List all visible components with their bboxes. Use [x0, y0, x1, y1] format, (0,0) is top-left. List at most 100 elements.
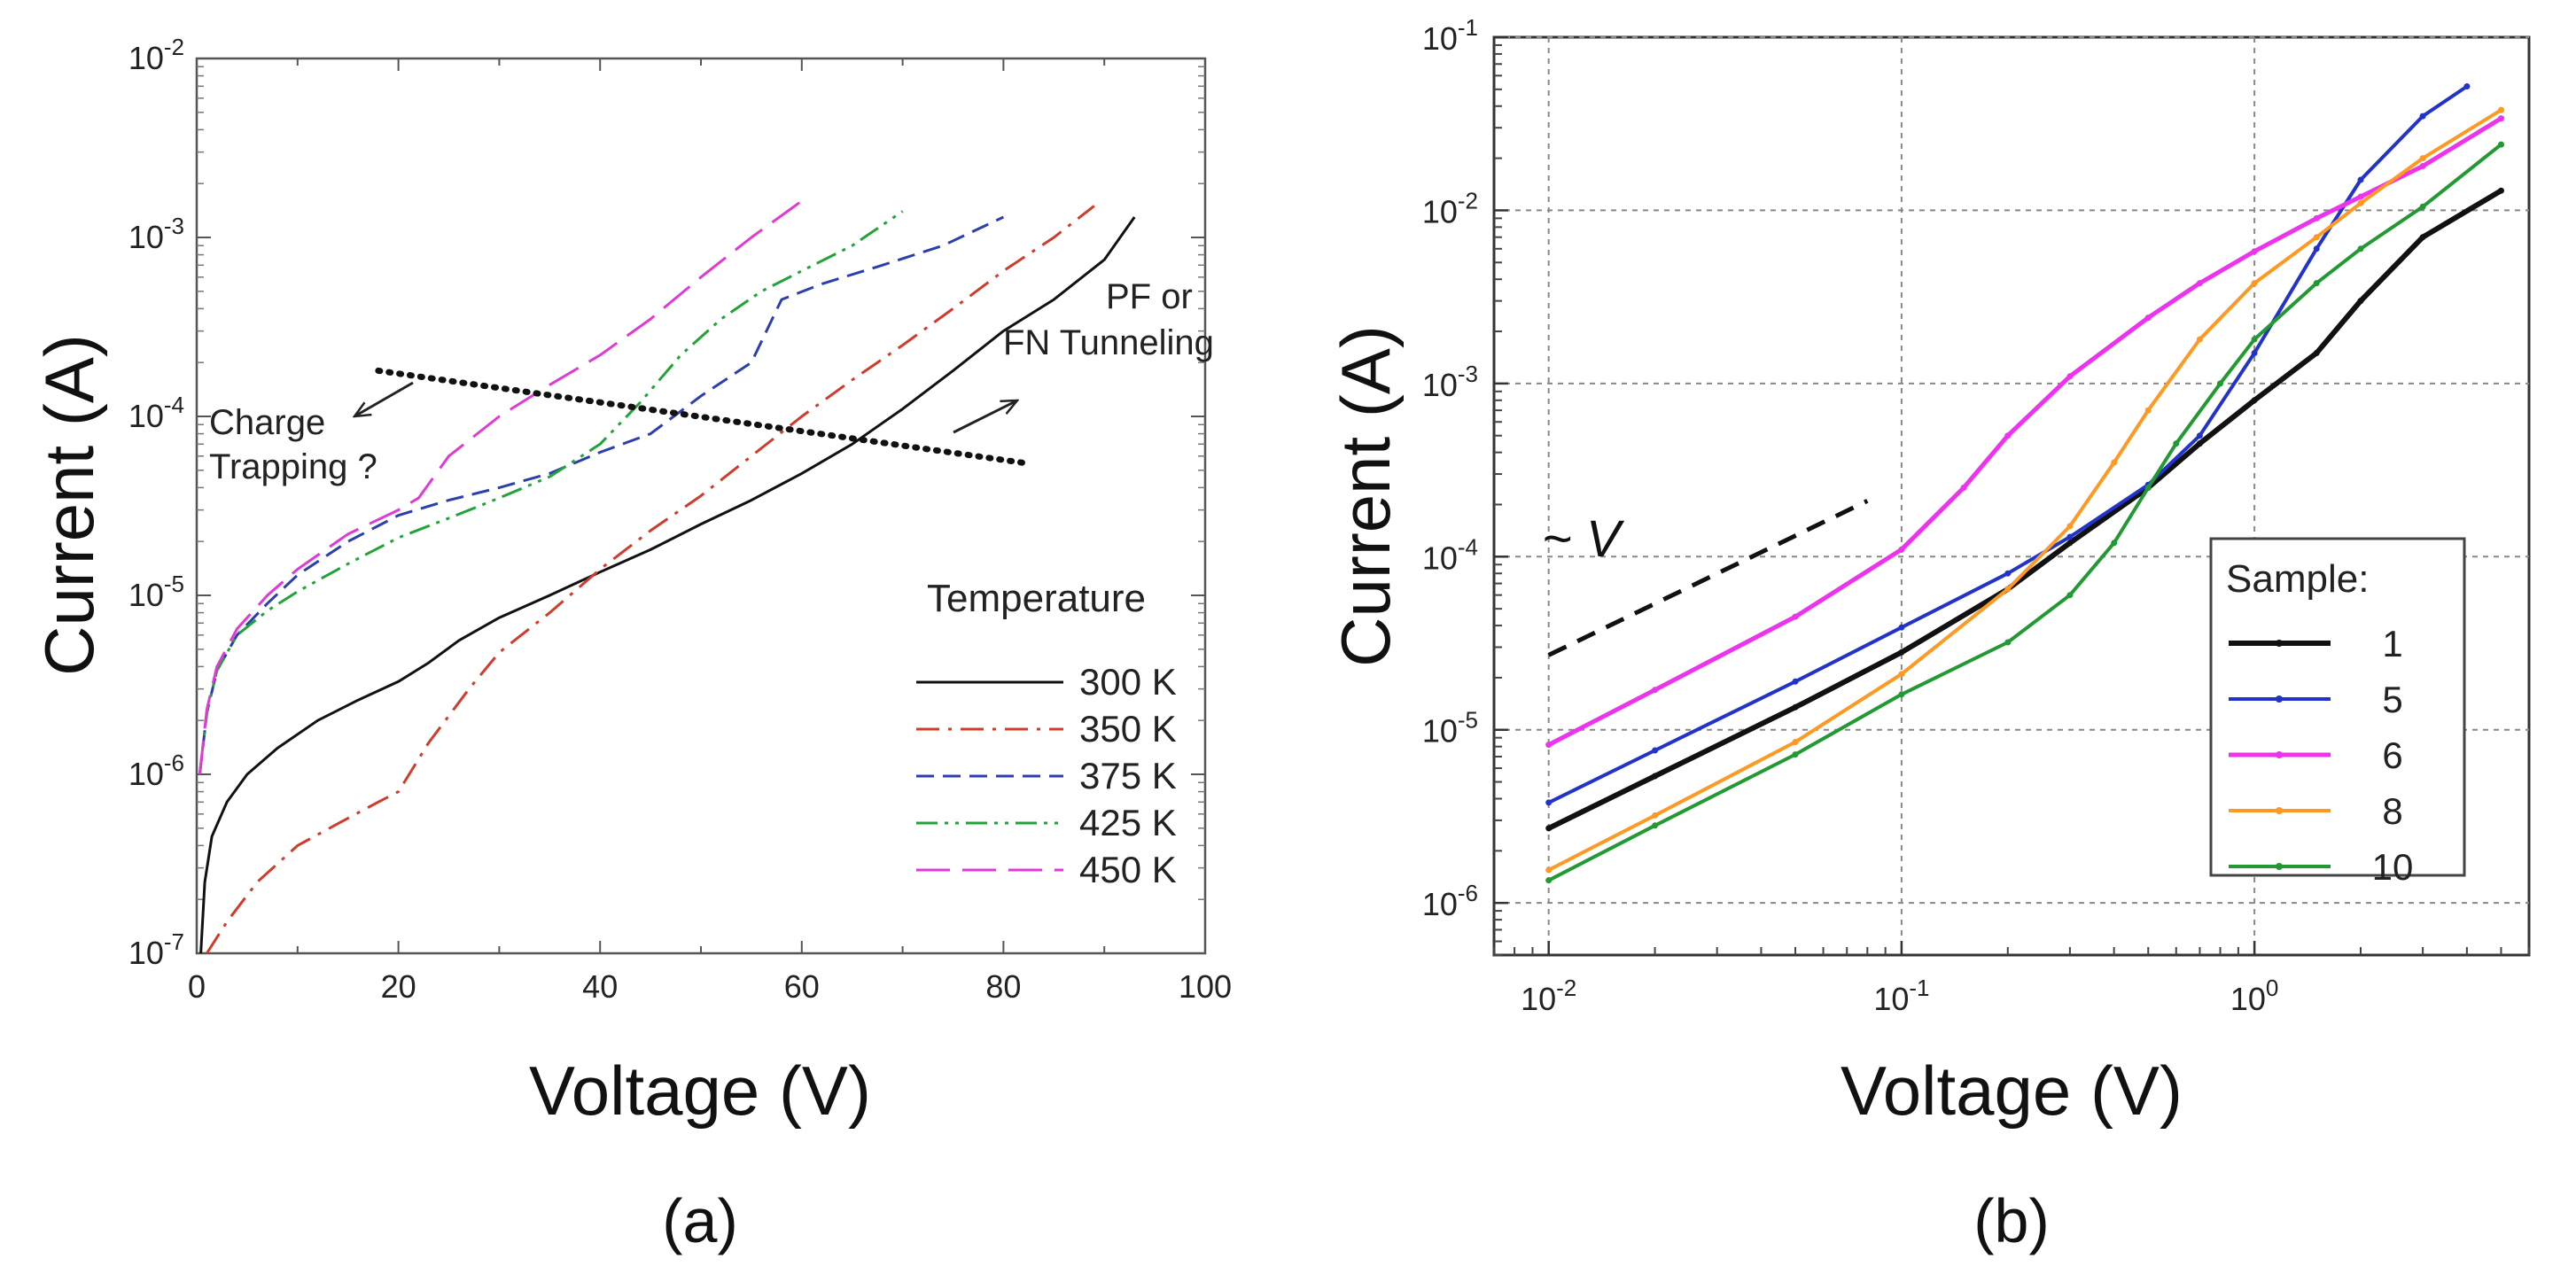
panel-a-series-group: [198, 199, 1136, 954]
panel-b-series-group: [1545, 83, 2504, 884]
tunneling-label-line2: FN Tunneling: [1003, 323, 1214, 362]
panel-b-point-sample-1: [2498, 187, 2504, 194]
panel-a-y-tick-label: 10-6: [128, 750, 184, 792]
panel-b-point-sample-6: [1792, 613, 1799, 620]
panel-b-legend-marker: [2276, 863, 2283, 870]
panel-b-point-sample-5: [2066, 533, 2074, 540]
panel-b-point-sample-10: [1792, 751, 1799, 758]
panel-b-x-tick-label: 10-2: [1521, 975, 1576, 1017]
panel-a-x-tick-label: 100: [1179, 968, 1232, 1005]
panel-a-legend-label: 425 K: [1079, 802, 1177, 843]
panel-b-point-sample-8: [2144, 407, 2152, 414]
panel-b-point-sample-8: [2066, 523, 2074, 530]
panel-b-point-sample-8: [1652, 812, 1659, 819]
panel-b-slope-label: ~ V: [1542, 510, 1625, 568]
panel-b-y-tick-label: 10-1: [1422, 14, 1478, 57]
panel-b-y-tick-label: 10-3: [1422, 361, 1478, 403]
panel-b-point-sample-1: [2066, 540, 2074, 547]
panel-b-point-sample-6: [2004, 432, 2012, 439]
panel-b-plot-frame: [1492, 35, 2531, 957]
panel-b-point-sample-10: [2251, 336, 2258, 343]
panel-a-y-axis-label: Current (A): [30, 334, 108, 676]
panel-b-gridlines: [1494, 36, 2529, 955]
panel-b-legend-marker: [2276, 695, 2283, 703]
panel-b-point-sample-8: [2498, 106, 2504, 113]
panel-b-legend-marker: [2276, 807, 2283, 814]
panel-b-point-sample-6: [1545, 742, 1553, 749]
panel-b-point-sample-5: [2251, 350, 2258, 356]
panel-b-point-sample-1: [1652, 773, 1659, 780]
panel-b-point-sample-6: [2357, 193, 2364, 200]
panel-b-point-sample-1: [2313, 350, 2320, 356]
panel-a-legend: Temperature 300 K 350 K 375 K 425 K 450 K: [916, 577, 1177, 890]
panel-a-legend-title: Temperature: [927, 577, 1146, 620]
panel-a-y-tick-labels: 10-7 10-6 10-5 10-4 10-3 10-2: [128, 34, 184, 971]
panel-b-y-tick-label: 10-2: [1422, 187, 1478, 229]
panel-b-point-sample-5: [2004, 570, 2012, 577]
panel-b-point-sample-10: [2498, 141, 2504, 148]
panel-a-tick-marks: [196, 58, 1206, 954]
panel-b-point-sample-10: [2111, 540, 2118, 547]
panel-a-x-tick-label: 0: [188, 968, 206, 1005]
panel-a-series-375k: [198, 215, 1005, 775]
panel-a-series-450k: [198, 199, 803, 775]
panel-b-x-tick-label: 100: [2230, 975, 2279, 1017]
panel-b-point-sample-1: [1898, 649, 1905, 656]
panel-a-x-tick-label: 80: [985, 968, 1021, 1005]
panel-b-point-sample-10: [1545, 877, 1553, 884]
panel-b-x-tick-labels: 10-2 10-1 100: [1521, 975, 2278, 1017]
panel-b-point-sample-8: [2111, 459, 2118, 466]
panel-b-point-sample-5: [2357, 176, 2364, 183]
panel-b-point-sample-8: [2357, 199, 2364, 206]
panel-a-x-tick-label: 60: [784, 968, 820, 1005]
panel-b-point-sample-6: [2196, 280, 2203, 287]
panel-a-y-tick-label: 10-2: [128, 34, 184, 76]
panel-b-point-sample-5: [1652, 747, 1659, 754]
panel-b-point-sample-6: [2419, 163, 2426, 169]
panel-b-y-tick-label: 10-4: [1422, 533, 1478, 576]
panel-b-point-sample-8: [2196, 336, 2203, 343]
panel-b-point-sample-6: [1898, 546, 1905, 553]
panel-a-legend-label: 300 K: [1079, 661, 1177, 703]
panel-b-point-sample-10: [1898, 691, 1905, 698]
panel-b-x-axis-label: Voltage (V): [1841, 1052, 2183, 1130]
panel-b-point-sample-8: [1898, 671, 1905, 678]
panel-b-legend-marker: [2276, 640, 2283, 647]
panel-a-caption: (a): [662, 1186, 738, 1255]
panel-b-legend-label: 1: [2382, 623, 2402, 664]
panel-b-slope-reference-line: [1547, 499, 1869, 657]
panel-b-point-sample-1: [2357, 298, 2364, 305]
panel-a-x-tick-labels: 0 20 40 60 80 100: [188, 968, 1232, 1005]
panel-b-legend-label: 5: [2382, 679, 2402, 720]
panel-b-series-sample-6: [1547, 116, 2502, 747]
charge-trapping-label-line1: Charge: [209, 403, 325, 442]
panel-b-y-axis-label: Current (A): [1327, 325, 1405, 667]
panel-b-point-sample-1: [1792, 703, 1799, 711]
panel-a-series-425k: [198, 210, 904, 775]
panel-a-y-tick-label: 10-3: [128, 213, 184, 255]
panel-b-point-sample-6: [1652, 687, 1659, 694]
panel-b-point-sample-8: [2419, 155, 2426, 162]
panel-a-legend-label: 450 K: [1079, 849, 1177, 890]
panel-b-point-sample-10: [2144, 485, 2152, 491]
panel-b-chart: 10-2 10-1 100 10-6 10-5 10-4 10-3 10-2 10-1 ~ V…: [1327, 14, 2531, 1255]
panel-b-legend-box: [2209, 537, 2466, 877]
panel-b-point-sample-5: [2313, 245, 2320, 252]
panel-b-point-sample-5: [1792, 678, 1799, 685]
panel-a-trend-dotted-line: [375, 367, 1027, 466]
panel-b-point-sample-6: [1960, 485, 1967, 491]
panel-a-legend-label: 375 K: [1079, 755, 1177, 796]
charge-trapping-label-line2: Trapping ?: [209, 447, 377, 486]
panel-b-point-sample-5: [2196, 432, 2203, 439]
panel-b-point-sample-5: [1545, 799, 1553, 806]
panel-b-tick-marks: [1493, 35, 2530, 956]
panel-a-chart: 0 20 40 60 80 100 10-7 10-6 10-5 10-4 10-3 10-2 Ch…: [30, 34, 1232, 1255]
panel-b-point-sample-1: [2196, 440, 2203, 447]
panel-b-point-sample-8: [2251, 280, 2258, 287]
panel-a-x-tick-label: 20: [381, 968, 416, 1005]
panel-b-point-sample-6: [2144, 315, 2152, 322]
panel-a-y-tick-label: 10-5: [128, 571, 184, 613]
panel-b-point-sample-10: [2419, 203, 2426, 210]
panel-b-point-sample-8: [2004, 586, 2012, 593]
